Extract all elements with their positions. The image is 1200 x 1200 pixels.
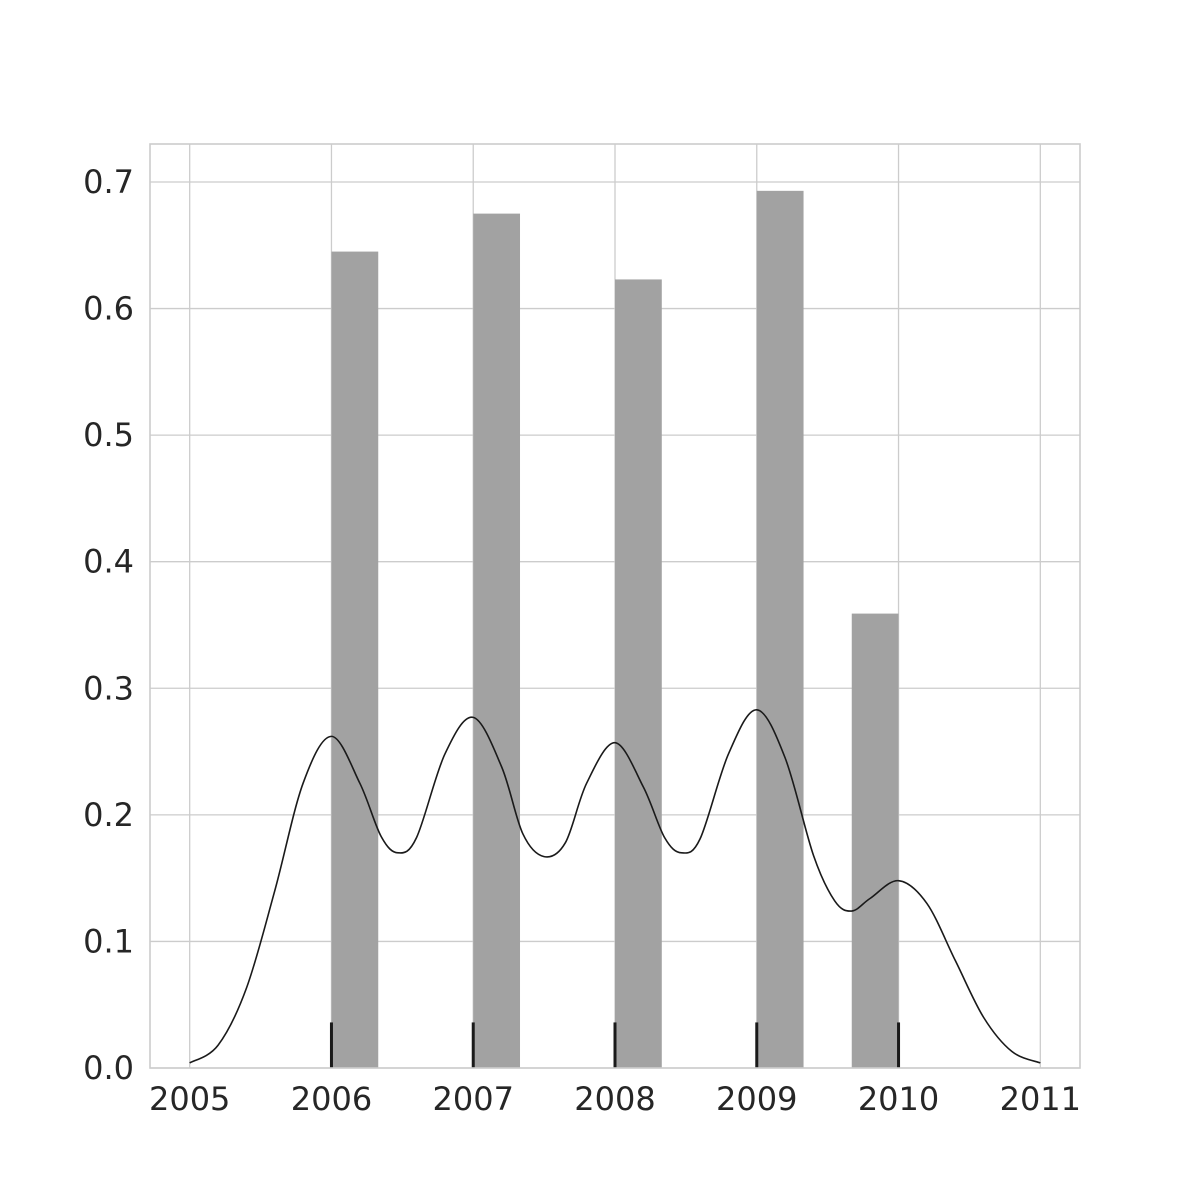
kde-curve [189,708,1041,1064]
histogram-bar-2 [473,213,521,1068]
y-tick-label: 0.4 [83,543,134,581]
histogram-bar-3 [615,279,662,1068]
x-tick-label: 2008 [574,1080,655,1118]
y-tick-labels: 0.0 0.1 0.2 0.3 0.4 0.5 0.6 0.7 [83,163,134,1087]
x-tick-label: 2005 [149,1080,230,1118]
x-tick-label: 2010 [858,1080,939,1118]
histogram-bar-1 [331,251,379,1068]
kde-density-line [189,708,1041,1064]
y-tick-label: 0.6 [83,290,134,328]
y-tick-label: 0.1 [83,922,134,960]
y-tick-label: 0.5 [83,416,134,454]
y-tick-label: 0.0 [83,1049,134,1087]
x-tick-label: 2009 [716,1080,797,1118]
y-tick-label: 0.3 [83,669,134,707]
x-tick-label: 2006 [291,1080,372,1118]
x-tick-label: 2007 [433,1080,514,1118]
histogram-bar-4 [756,190,804,1068]
histogram-bars [331,190,899,1068]
plot-border [149,143,1081,1069]
histogram-bar-5 [851,613,899,1068]
x-tick-labels: 2005 2006 2007 2008 2009 2010 2011 [149,1080,1081,1118]
rug-marks [329,1022,901,1068]
y-tick-label: 0.2 [83,796,134,834]
y-tick-label: 0.7 [83,163,134,201]
plot-frame [149,143,1081,1069]
x-tick-label: 2011 [1000,1080,1081,1118]
